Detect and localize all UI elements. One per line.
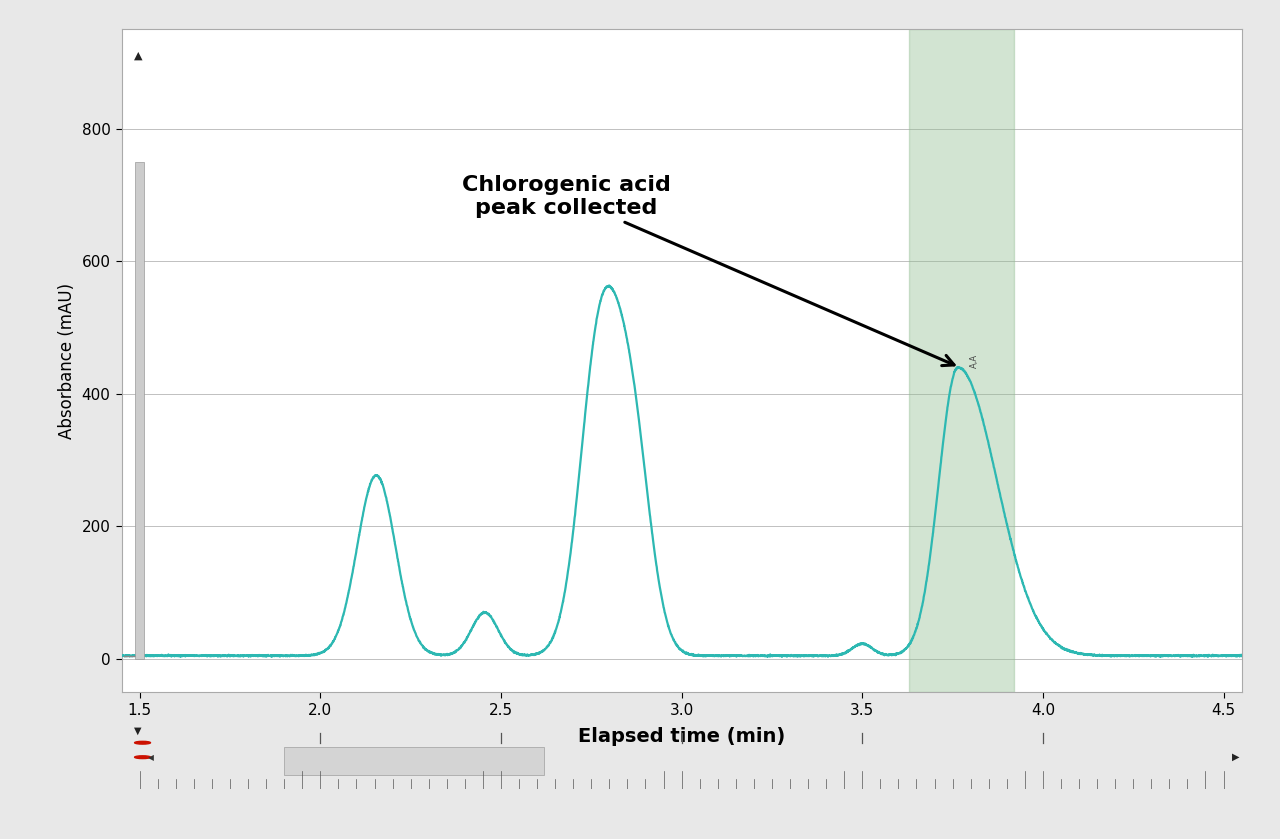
Circle shape: [134, 756, 151, 758]
Bar: [136, 162, 145, 659]
Text: ◀: ◀: [148, 753, 154, 762]
Text: ▲: ▲: [134, 51, 143, 61]
Text: ▶: ▶: [1233, 753, 1240, 762]
Bar: [284, 747, 544, 775]
Y-axis label: Absorbance (mAU): Absorbance (mAU): [58, 283, 76, 439]
Text: Chlorogenic acid
peak collected: Chlorogenic acid peak collected: [462, 175, 954, 366]
X-axis label: Elapsed time (min): Elapsed time (min): [579, 727, 785, 746]
Text: ▼: ▼: [134, 726, 142, 736]
Circle shape: [134, 742, 151, 744]
Text: A,A: A,A: [970, 354, 979, 367]
Bar: [909, 29, 1014, 692]
